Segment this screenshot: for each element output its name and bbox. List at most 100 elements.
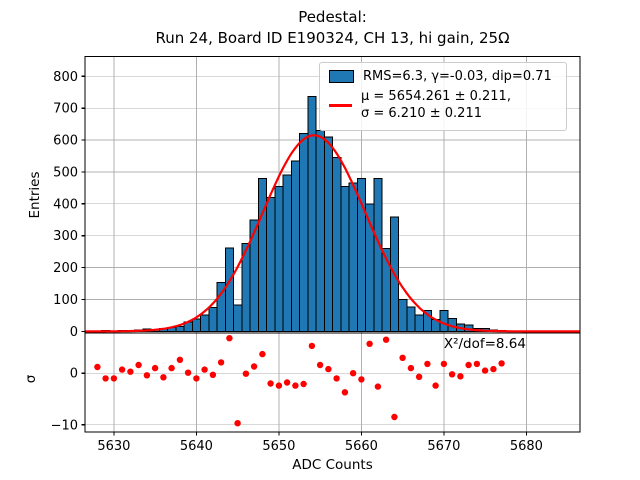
histogram-bar <box>414 314 424 332</box>
residual-point <box>465 361 472 369</box>
residual-point <box>250 363 258 370</box>
residual-point <box>176 356 184 363</box>
residual-point <box>267 380 274 387</box>
residual-point <box>184 369 192 376</box>
histogram-bar <box>175 326 185 332</box>
residual-point <box>407 364 415 372</box>
y-axis-label-sigma: σ <box>23 374 39 384</box>
residual-point <box>127 368 134 375</box>
residual-point <box>275 382 283 389</box>
residual-point <box>209 371 217 378</box>
fit-line-swatch-icon <box>329 103 352 107</box>
y-tick-label-main: 500 <box>53 165 78 180</box>
x-tick-label: 5630 <box>97 439 130 454</box>
histogram-bar <box>323 136 333 332</box>
histogram-bar <box>266 196 276 332</box>
chi2-annotation: X²/dof=8.64 <box>443 336 526 352</box>
residual-point <box>440 360 448 368</box>
histogram-bar <box>315 129 325 332</box>
residual-point <box>333 375 340 382</box>
residual-point <box>415 373 423 380</box>
residual-point <box>110 375 118 382</box>
chart-title-line2: Run 24, Board ID E190324, CH 13, hi gain… <box>155 29 510 47</box>
x-tick-label: 5670 <box>427 439 460 454</box>
residual-point <box>217 359 225 366</box>
residual-point <box>490 365 497 373</box>
y-tick-label-main: 700 <box>53 102 78 117</box>
residual-point <box>382 336 390 343</box>
y-tick-label-main: 0 <box>70 325 78 340</box>
y-tick-label-main: 800 <box>53 70 78 85</box>
histogram-bar <box>406 306 416 332</box>
residual-point <box>391 413 398 421</box>
residual-point <box>226 335 233 342</box>
residual-point <box>94 363 101 371</box>
residual-point <box>160 374 167 381</box>
histogram-swatch-icon <box>329 70 354 83</box>
residual-point <box>283 379 291 386</box>
y-tick-label-main: 300 <box>53 229 78 244</box>
residual-point <box>498 360 505 367</box>
residual-point <box>448 371 456 378</box>
residual-point <box>457 373 464 380</box>
residual-point <box>234 420 241 427</box>
y-tick-label-main: 200 <box>53 261 78 276</box>
x-axis-label: ADC Counts <box>292 457 373 473</box>
residual-point <box>358 376 365 383</box>
y-tick-label-residual: −10 <box>51 418 78 433</box>
legend-entry-histogram: RMS=6.3, γ=-0.03, dip=0.71 <box>329 68 558 85</box>
residual-point <box>366 340 373 347</box>
histogram-bar <box>373 177 383 332</box>
histogram-bar <box>290 160 300 332</box>
histogram-bar <box>348 182 358 332</box>
residual-point <box>193 375 200 382</box>
residual-point <box>118 366 126 373</box>
histogram-bar <box>340 185 350 332</box>
legend-histogram-label: RMS=6.3, γ=-0.03, dip=0.71 <box>363 69 552 84</box>
legend-entry-fit: μ = 5654.261 ± 0.211, σ = 6.210 ± 0.211 <box>329 88 558 122</box>
histogram-bar <box>191 318 201 332</box>
legend-box: RMS=6.3, γ=-0.03, dip=0.71 μ = 5654.261 … <box>319 62 567 131</box>
histogram-bar <box>332 157 342 332</box>
residual-point <box>300 380 307 388</box>
residual-point <box>135 361 142 369</box>
residual-axes-frame <box>84 332 581 433</box>
residual-point <box>473 360 481 368</box>
residual-point <box>481 367 489 374</box>
residual-point <box>316 361 324 369</box>
histogram-bar <box>299 133 309 332</box>
residual-point <box>151 364 159 372</box>
x-tick-label: 5650 <box>262 439 295 454</box>
residual-point <box>325 365 332 373</box>
histogram-bar <box>233 304 243 332</box>
x-tick-label: 5640 <box>180 439 213 454</box>
gaussian-fit-curve <box>85 134 580 333</box>
x-tick-label: 5680 <box>510 439 543 454</box>
residual-point <box>341 389 349 396</box>
residual-point <box>201 366 208 373</box>
histogram-bar <box>274 185 284 332</box>
histogram-bar <box>381 247 391 332</box>
residual-point <box>242 370 250 377</box>
histogram-bar <box>307 95 317 332</box>
residual-point <box>259 350 266 358</box>
histogram-bar <box>257 178 267 332</box>
chart-title-line1: Pedestal: <box>298 8 367 26</box>
residual-point <box>424 360 431 368</box>
residual-point <box>349 370 357 377</box>
x-tick-label: 5660 <box>345 439 378 454</box>
residual-point <box>432 382 439 389</box>
residual-point <box>308 342 316 350</box>
y-tick-label-residual: 0 <box>70 367 78 382</box>
legend-fit-label-line2: σ = 6.210 ± 0.211 <box>361 106 482 121</box>
residual-point <box>143 372 151 379</box>
residual-point <box>374 383 382 390</box>
histogram-bar <box>200 314 210 332</box>
histogram-bar <box>398 299 408 332</box>
residual-point <box>168 364 175 372</box>
residual-point <box>102 375 109 382</box>
legend-fit-label: μ = 5654.261 ± 0.211, σ = 6.210 ± 0.211 <box>361 88 511 122</box>
chart-title: Pedestal: Run 24, Board ID E190324, CH 1… <box>85 7 580 49</box>
